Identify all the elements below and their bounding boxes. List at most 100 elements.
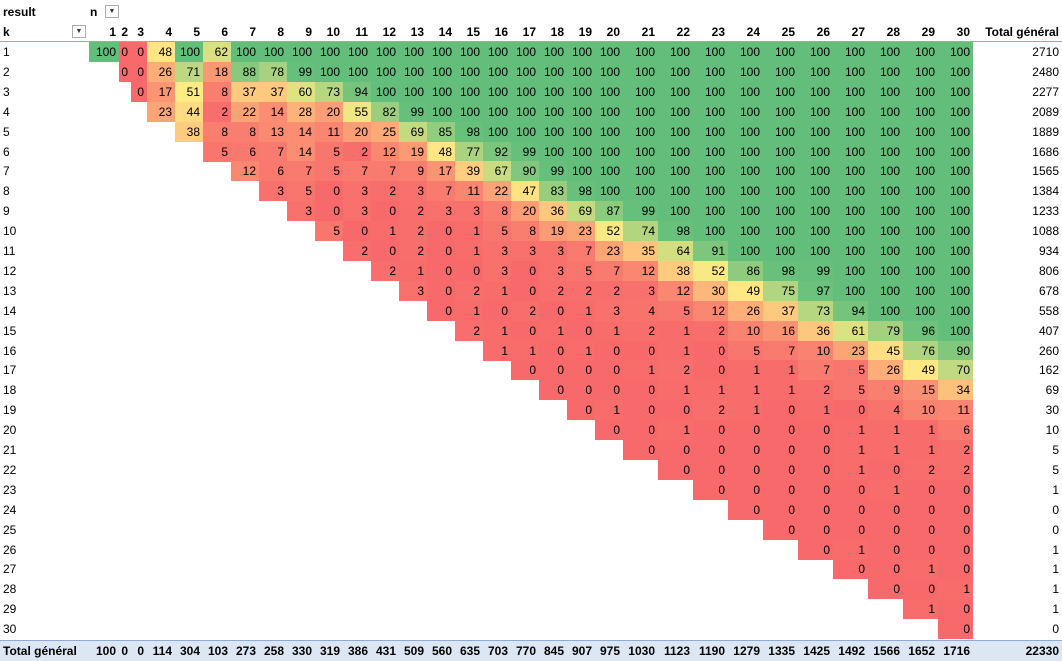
row-label: 18 [3, 383, 17, 398]
data-cell: 99 [539, 161, 567, 182]
dropdown-arrow-icon[interactable]: ▼ [72, 25, 86, 38]
data-cell: 100 [868, 241, 903, 261]
data-cell: 100 [763, 241, 798, 261]
data-cell: 100 [763, 42, 798, 62]
row-label: 22 [3, 462, 17, 477]
data-cell: 0 [728, 479, 763, 500]
data-cell: 100 [868, 81, 903, 102]
data-cell: 26 [728, 300, 763, 321]
data-cell: 0 [623, 380, 658, 401]
data-cell: 6 [259, 161, 287, 182]
data-cell: 16 [763, 320, 798, 341]
data-cell: 0 [728, 499, 763, 520]
row-total-cell: 0 [1052, 502, 1059, 517]
data-cell: 100 [371, 81, 399, 102]
data-cell: 0 [763, 499, 798, 520]
data-cell: 100 [868, 260, 903, 281]
data-cell: 0 [539, 300, 567, 321]
data-cell: 0 [511, 320, 539, 341]
data-cell: 2 [623, 320, 658, 341]
data-cell: 100 [595, 161, 623, 182]
data-cell: 1 [658, 320, 693, 341]
data-cell: 100 [938, 81, 973, 102]
data-cell: 2 [399, 201, 427, 222]
data-cell: 100 [483, 121, 511, 142]
column-header: 2 [121, 25, 128, 39]
data-cell: 1 [903, 440, 938, 460]
data-cell: 100 [658, 61, 693, 82]
data-cell: 100 [868, 141, 903, 162]
grand-total-cell: 1425 [803, 644, 830, 658]
data-cell: 100 [595, 81, 623, 102]
data-cell: 1 [483, 340, 511, 361]
data-cell: 76 [903, 340, 938, 361]
row-total-cell: 2277 [1032, 84, 1059, 99]
data-cell: 100 [833, 61, 868, 82]
row-total-cell: 5 [1052, 443, 1059, 457]
data-cell: 98 [567, 181, 595, 202]
column-header: 30 [956, 25, 970, 39]
data-cell: 23 [833, 340, 868, 361]
data-cell: 100 [371, 42, 399, 62]
row-label: 7 [3, 164, 10, 179]
data-cell: 37 [763, 300, 798, 321]
data-cell: 100 [763, 221, 798, 242]
data-cell: 100 [868, 280, 903, 301]
data-cell: 14 [259, 101, 287, 122]
data-cell: 100 [658, 181, 693, 202]
data-cell: 100 [728, 181, 763, 202]
data-cell: 100 [903, 81, 938, 102]
data-cell: 4 [623, 300, 658, 321]
data-cell: 100 [693, 221, 728, 242]
data-cell: 36 [798, 320, 833, 341]
data-cell: 100 [539, 42, 567, 62]
data-cell: 100 [833, 161, 868, 182]
data-cell: 100 [903, 241, 938, 261]
data-cell: 100 [903, 141, 938, 162]
data-cell: 22 [483, 181, 511, 202]
data-cell: 100 [693, 42, 728, 62]
data-cell: 1 [903, 599, 938, 620]
data-cell: 19 [399, 141, 427, 162]
data-cell: 100 [903, 121, 938, 142]
data-cell: 0 [868, 539, 903, 560]
data-cell: 3 [343, 181, 371, 202]
data-cell: 1 [868, 420, 903, 441]
data-cell: 0 [567, 400, 595, 421]
data-cell: 0 [868, 559, 903, 580]
grand-total-cell: 845 [543, 644, 564, 658]
data-cell: 100 [938, 161, 973, 182]
data-cell: 0 [833, 519, 868, 540]
data-cell: 100 [798, 81, 833, 102]
data-cell: 97 [798, 280, 833, 301]
data-cell: 100 [728, 61, 763, 82]
data-cell: 100 [798, 221, 833, 242]
row-total-cell: 1 [1052, 602, 1059, 617]
row-total-cell: 69 [1045, 383, 1059, 398]
data-cell: 100 [728, 161, 763, 182]
data-cell: 0 [763, 400, 798, 421]
data-cell: 3 [539, 260, 567, 281]
row-total-cell: 1233 [1032, 204, 1059, 219]
data-cell: 3 [483, 241, 511, 261]
data-cell: 1 [455, 241, 483, 261]
data-cell: 100 [595, 181, 623, 202]
data-cell: 100 [658, 81, 693, 102]
column-header: 6 [221, 25, 228, 39]
data-cell: 100 [511, 101, 539, 122]
column-header: 20 [606, 25, 620, 39]
data-cell: 5 [315, 161, 343, 182]
data-cell: 100 [903, 280, 938, 301]
data-cell: 100 [903, 221, 938, 242]
data-cell: 3 [287, 201, 315, 222]
data-cell: 100 [868, 181, 903, 202]
data-cell: 100 [315, 61, 343, 82]
data-cell: 8 [483, 201, 511, 222]
data-cell: 5 [567, 260, 595, 281]
data-cell: 94 [343, 81, 371, 102]
grand-total-cell: 273 [235, 644, 256, 658]
column-header: 9 [305, 25, 312, 39]
filter-dropdown-icon[interactable]: ▼ [105, 5, 119, 18]
row-total-cell: 30 [1045, 403, 1059, 418]
column-header: 19 [578, 25, 592, 39]
